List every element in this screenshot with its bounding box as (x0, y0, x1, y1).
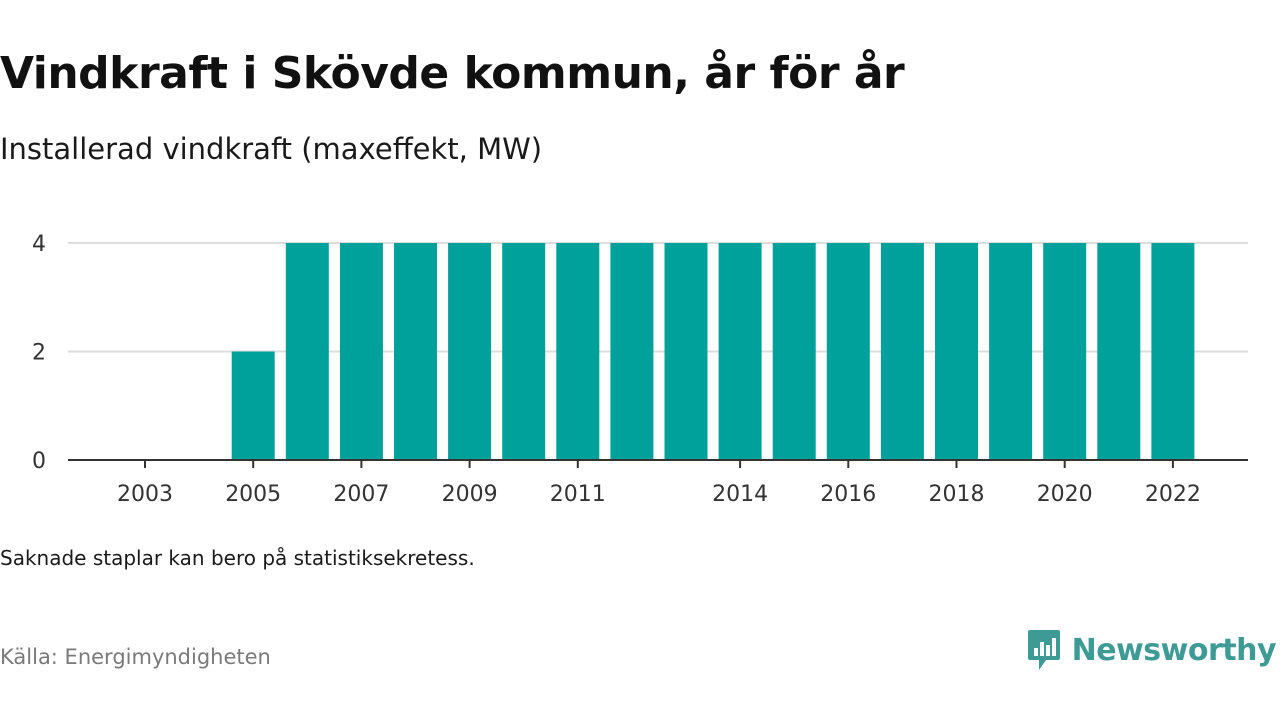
bar (339, 243, 383, 460)
x-tick-label: 2020 (1037, 482, 1093, 507)
brand-logo: Newsworthy (1026, 628, 1277, 672)
bar (718, 243, 762, 460)
bar (664, 243, 708, 460)
bar (880, 243, 924, 460)
x-tick-label: 2011 (550, 482, 606, 507)
bar (772, 243, 816, 460)
footnote: Saknade staplar kan bero på statistiksek… (0, 546, 475, 570)
source-text: Källa: Energimyndigheten (0, 645, 271, 669)
x-tick-label: 2003 (117, 482, 173, 507)
y-tick-label: 2 (32, 341, 46, 366)
bar (556, 243, 600, 460)
brand-name: Newsworthy (1071, 632, 1277, 668)
bar (826, 243, 870, 460)
bar (1097, 243, 1141, 460)
bar (1151, 243, 1195, 460)
x-tick-label: 2022 (1145, 482, 1201, 507)
x-tick-label: 2018 (929, 482, 985, 507)
y-tick-label: 0 (32, 449, 46, 474)
chart-subtitle: Installerad vindkraft (maxeffekt, MW) (0, 132, 543, 166)
bar-chart: 0 2 4 2003 2005 2007 2009 2011 2014 2016 2018 2020 2… (32, 232, 1248, 507)
x-tick-label: 2009 (442, 482, 498, 507)
bar (285, 243, 329, 460)
bar (989, 243, 1033, 460)
newsworthy-logo-icon (1027, 630, 1060, 670)
bar (448, 243, 492, 460)
x-tick-label: 2007 (333, 482, 389, 507)
x-tick-label: 2016 (820, 482, 876, 507)
bar (935, 243, 978, 460)
y-tick-label: 4 (32, 232, 46, 257)
bar (610, 243, 654, 460)
bar (394, 243, 437, 460)
chart-title: Vindkraft i Skövde kommun, år för år (0, 48, 905, 99)
bar (502, 243, 546, 460)
bar (231, 351, 275, 460)
x-tick-label: 2005 (225, 482, 281, 507)
bar (1043, 243, 1087, 460)
x-tick-label: 2014 (712, 482, 768, 507)
